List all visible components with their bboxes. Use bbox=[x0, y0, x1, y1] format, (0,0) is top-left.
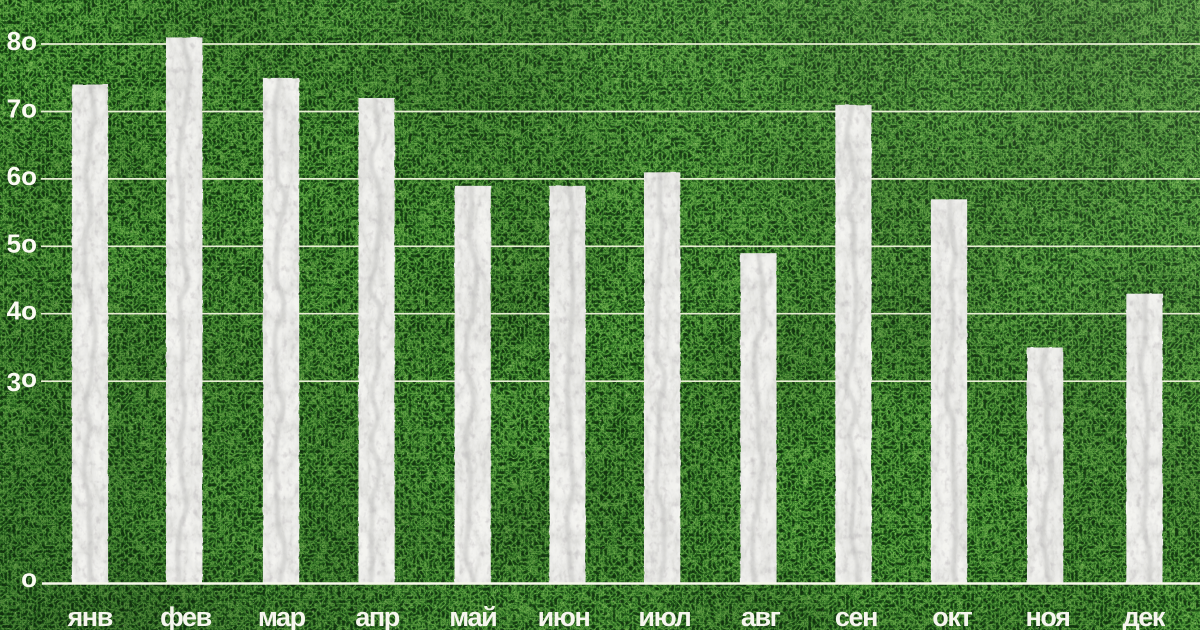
svg-text:ноя: ноя bbox=[1026, 602, 1070, 630]
svg-text:апр: апр bbox=[355, 602, 400, 630]
svg-text:авг: авг bbox=[741, 602, 781, 630]
svg-text:окт: окт bbox=[932, 602, 972, 630]
svg-text:янв: янв bbox=[66, 602, 112, 630]
svg-text:5o: 5o bbox=[7, 228, 37, 258]
svg-text:7o: 7o bbox=[7, 94, 37, 124]
svg-text:фев: фев bbox=[160, 602, 211, 630]
svg-text:3o: 3o bbox=[7, 363, 37, 397]
svg-text:o: o bbox=[21, 563, 37, 593]
svg-text:4o: 4o bbox=[7, 296, 37, 326]
svg-text:дек: дек bbox=[1123, 602, 1166, 630]
svg-text:6o: 6o bbox=[7, 161, 37, 191]
svg-text:сен: сен bbox=[835, 602, 877, 630]
svg-text:8o: 8o bbox=[7, 26, 37, 56]
svg-text:июл: июл bbox=[638, 602, 690, 630]
svg-text:мар: мар bbox=[258, 602, 306, 630]
svg-text:июн: июн bbox=[538, 602, 590, 630]
svg-text:май: май bbox=[449, 602, 496, 630]
